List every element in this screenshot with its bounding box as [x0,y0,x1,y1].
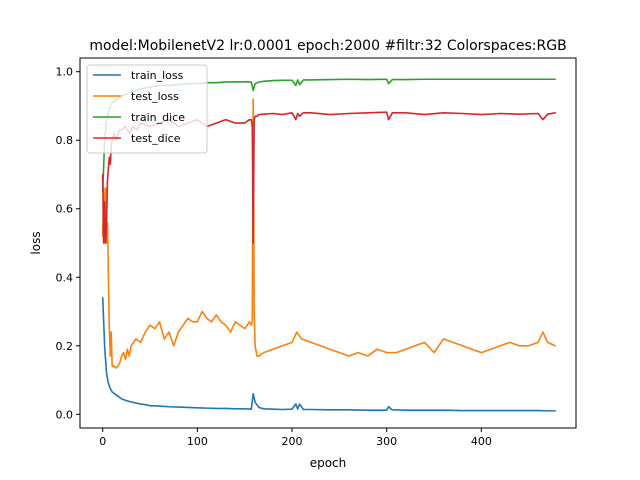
x-tick-label: 100 [187,435,208,448]
y-tick-label: 0.2 [56,340,74,353]
series-line-train-loss [101,297,556,412]
legend-label-test-dice: test_dice [131,132,181,145]
legend-entries: train_loss test_loss train_dice test_dice [93,69,185,145]
legend: train_loss test_loss train_dice test_dice [86,64,208,154]
y-tick-label: 0.4 [56,271,74,284]
series-line-test-loss [101,98,556,369]
x-tick-label: 200 [282,435,303,448]
legend-label-test-loss: test_loss [131,90,179,103]
legend-label-train-loss: train_loss [131,69,184,82]
chart-title: model:MobilenetV2 lr:0.0001 epoch:2000 #… [89,38,566,54]
legend-box [86,64,208,154]
y-tick-label: 1.0 [56,66,74,79]
x-tick-label: 0 [99,435,106,448]
x-tick-label: 300 [376,435,397,448]
x-axis-ticks: 0 100 200 300 400 [99,428,492,448]
y-tick-label: 0.8 [56,134,74,147]
x-tick-label: 400 [471,435,492,448]
y-axis-ticks: 0.0 0.2 0.4 0.6 0.8 1.0 [56,66,80,421]
legend-label-train-dice: train_dice [131,111,185,124]
y-tick-label: 0.6 [56,203,74,216]
y-axis-label: loss [29,231,43,254]
y-tick-label: 0.0 [56,408,74,421]
axes-frame [79,57,577,429]
x-axis-label: epoch [310,456,347,470]
